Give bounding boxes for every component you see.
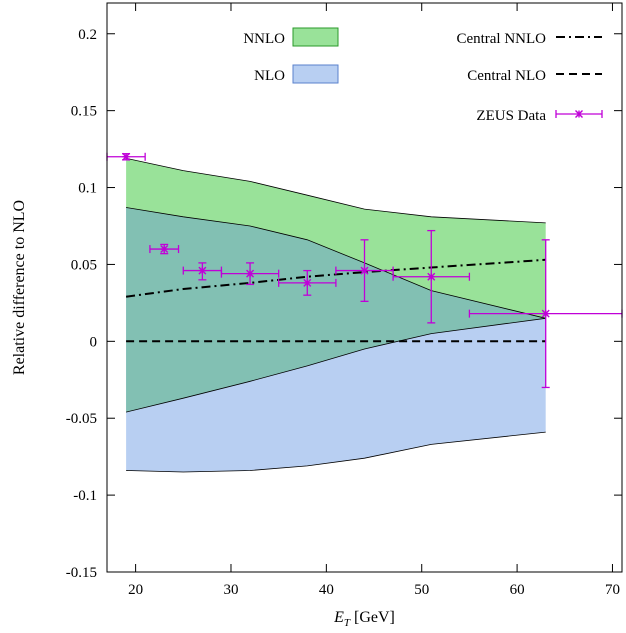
y-tick-label: 0.15 bbox=[71, 104, 97, 120]
x-axis-label-main: E bbox=[333, 609, 344, 626]
zeus-point bbox=[149, 243, 180, 255]
zeus-point bbox=[468, 239, 623, 389]
zeus-point bbox=[392, 229, 471, 324]
zeus-point bbox=[278, 269, 337, 296]
band-nnlo bbox=[126, 158, 546, 319]
zeus-marker bbox=[427, 272, 436, 281]
y-axis-label: Relative difference to NLO bbox=[11, 200, 28, 375]
zeus-marker bbox=[122, 152, 131, 161]
legend-marker-zeus bbox=[555, 110, 603, 118]
data-layer bbox=[106, 152, 623, 389]
legend-label-nlo: NLO bbox=[254, 68, 285, 84]
band-overlap bbox=[126, 207, 546, 413]
x-tick-label: 50 bbox=[414, 582, 429, 598]
ticks-layer: 20 30 40 50 60 70 -0.15 -0.1 -0.05 0 0.05 0.1 0.15 0.… bbox=[66, 3, 622, 598]
legend-label-nnlo: NNLO bbox=[243, 31, 285, 47]
y-tick-label: 0 bbox=[90, 334, 98, 350]
legend-label-central-nnlo: Central NNLO bbox=[456, 31, 546, 47]
y-tick-label: 0.05 bbox=[71, 257, 97, 273]
band-edge-nlo-lower bbox=[126, 431, 546, 473]
legend-zeus-star bbox=[575, 110, 583, 118]
legend: NNLO NLO Central NNLO Central NLO ZEUS Data bbox=[243, 27, 603, 124]
x-tick-label: 60 bbox=[510, 582, 525, 598]
x-tick-label: 20 bbox=[128, 582, 143, 598]
zeus-marker bbox=[198, 266, 207, 275]
zeus-point bbox=[182, 262, 223, 281]
y-tick-label: -0.15 bbox=[66, 565, 97, 581]
x-axis-label: ET [GeV] bbox=[333, 609, 395, 629]
legend-label-zeus: ZEUS Data bbox=[476, 108, 546, 124]
zeus-marker bbox=[246, 269, 255, 278]
zeus-point bbox=[106, 152, 146, 161]
x-tick-label: 30 bbox=[223, 582, 238, 598]
band-edge-overlap-lower bbox=[126, 317, 546, 413]
x-axis-label-sub: T bbox=[344, 617, 351, 629]
bands-layer bbox=[126, 157, 546, 473]
zeus-marker bbox=[541, 309, 550, 318]
legend-label-central-nlo: Central NLO bbox=[467, 68, 546, 84]
y-tick-label: -0.05 bbox=[66, 411, 97, 427]
y-tick-label: -0.1 bbox=[73, 488, 97, 504]
zeus-point bbox=[335, 239, 394, 302]
x-axis-label-rest: [GeV] bbox=[350, 609, 395, 626]
y-tick-label: 0.1 bbox=[78, 181, 97, 197]
plot-frame bbox=[106, 2, 623, 573]
x-tick-label: 70 bbox=[605, 582, 620, 598]
legend-swatch-nnlo bbox=[292, 27, 339, 47]
band-edge-nnlo-upper bbox=[126, 157, 546, 224]
zeus-marker bbox=[160, 245, 169, 254]
zeus-marker bbox=[360, 266, 369, 275]
zeus-marker bbox=[303, 278, 312, 287]
x-tick-label: 40 bbox=[319, 582, 334, 598]
legend-swatch-nlo bbox=[292, 64, 339, 84]
y-tick-label: 0.2 bbox=[78, 27, 97, 43]
zeus-point bbox=[220, 262, 280, 286]
